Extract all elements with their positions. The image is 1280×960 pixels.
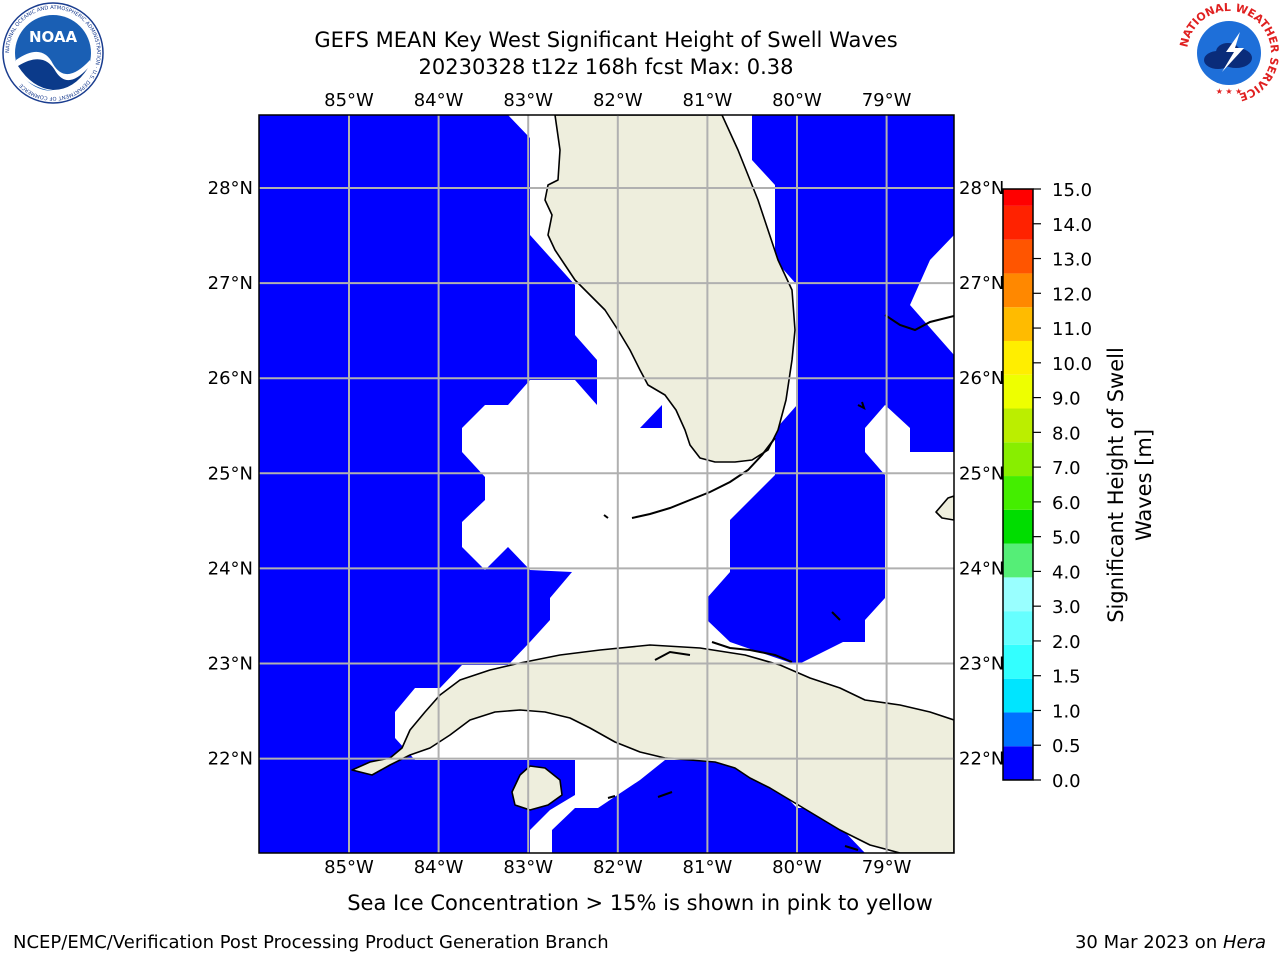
lat-label: 25°N — [208, 463, 253, 484]
colorbar-tick-label: 14.0 — [1052, 215, 1092, 236]
svg-text:★ ★ ★: ★ ★ ★ — [1216, 87, 1243, 96]
credit-machine: Hera — [1222, 932, 1266, 953]
lat-label: 28°N — [208, 178, 253, 199]
colorbar-segment — [1003, 509, 1033, 544]
colorbar-frame — [1002, 188, 1034, 781]
sea-ice-note: Sea Ice Concentration > 15% is shown in … — [347, 891, 933, 915]
lat-label: 23°N — [208, 654, 253, 675]
keys-and-islets — [603, 314, 954, 851]
colorbar-tick-label: 8.0 — [1052, 423, 1081, 444]
lat-label: 27°N — [959, 273, 1004, 294]
longitude-gridlines — [348, 115, 888, 853]
credit-date-text: 30 Mar 2023 on — [1074, 932, 1223, 953]
lon-label: 82°W — [593, 90, 643, 111]
lon-label: 79°W — [862, 90, 912, 111]
lon-label: 82°W — [593, 857, 643, 878]
lon-label: 80°W — [772, 857, 822, 878]
noaa-logo-text: NOAA — [29, 28, 78, 46]
land-masses — [351, 115, 954, 853]
lon-label: 81°W — [683, 90, 733, 111]
longitude-labels-top: 85°W 84°W 83°W 82°W 81°W 80°W 79°W — [324, 90, 912, 111]
map-frame — [258, 114, 955, 854]
credit-date: 30 Mar 2023 on Hera — [1075, 932, 1266, 953]
colorbar-segment — [1003, 712, 1033, 747]
colorbar-tick-label: 2.0 — [1052, 632, 1081, 653]
colorbar-ticks: 0.0 0.5 1.0 1.5 2.0 3.0 4.0 5.0 6.0 7.0 8.0 9.0 10.0… — [1033, 180, 1092, 792]
colorbar — [1003, 189, 1033, 780]
colorbar-segment — [1003, 611, 1033, 645]
lon-label: 79°W — [862, 857, 912, 878]
colorbar-tick-label: 12.0 — [1052, 284, 1092, 305]
colorbar-segment — [1003, 189, 1033, 206]
chart-title: GEFS MEAN Key West Significant Height of… — [314, 28, 898, 52]
colorbar-segment — [1003, 408, 1033, 443]
lon-label: 85°W — [324, 90, 374, 111]
colorbar-segment — [1003, 374, 1033, 409]
colorbar-segment — [1003, 678, 1033, 713]
colorbar-tick-label: 0.5 — [1052, 736, 1081, 757]
longitude-labels-bottom: 85°W 84°W 83°W 82°W 81°W 80°W 79°W — [324, 857, 912, 878]
lon-label: 84°W — [414, 857, 464, 878]
colorbar-tick-label: 6.0 — [1052, 493, 1081, 514]
nws-logo: NATIONAL WEATHER SERVICE ★ ★ ★ — [1178, 2, 1280, 104]
colorbar-segment — [1003, 644, 1033, 679]
latitude-labels-right: 28°N 27°N 26°N 25°N 24°N 23°N 22°N — [959, 178, 1004, 770]
lat-label: 27°N — [208, 273, 253, 294]
swell-field — [259, 115, 954, 853]
lon-label: 83°W — [503, 90, 553, 111]
colorbar-tick-label: 11.0 — [1052, 319, 1092, 340]
colorbar-segment — [1003, 273, 1033, 308]
lat-label: 23°N — [959, 654, 1004, 675]
colorbar-tick-label: 1.5 — [1052, 667, 1081, 688]
colorbar-tick-label: 13.0 — [1052, 250, 1092, 271]
colorbar-tick-label: 0.0 — [1052, 771, 1081, 792]
colorbar-segment — [1003, 442, 1033, 477]
latitude-labels-left: 28°N 27°N 26°N 25°N 24°N 23°N 22°N — [208, 178, 253, 770]
lon-label: 84°W — [414, 90, 464, 111]
lat-label: 22°N — [208, 749, 253, 770]
colorbar-tick-label: 5.0 — [1052, 528, 1081, 549]
colorbar-segment — [1003, 205, 1033, 240]
colorbar-tick-label: 15.0 — [1052, 180, 1092, 201]
lat-label: 26°N — [208, 368, 253, 389]
colorbar-tick-label: 9.0 — [1052, 389, 1081, 410]
colorbar-segment — [1003, 340, 1033, 375]
colorbar-tick-label: 10.0 — [1052, 354, 1092, 375]
noaa-logo: NOAA NATIONAL OCEANIC AND ATMOSPHERIC AD… — [2, 2, 104, 104]
lat-label: 24°N — [208, 558, 253, 579]
colorbar-tick-label: 3.0 — [1052, 597, 1081, 618]
colorbar-segment — [1003, 307, 1033, 341]
lon-label: 85°W — [324, 857, 374, 878]
lon-label: 83°W — [503, 857, 553, 878]
credit-branch: NCEP/EMC/Verification Post Processing Pr… — [13, 932, 609, 953]
latitude-gridlines — [259, 187, 954, 760]
colorbar-segment — [1003, 746, 1033, 780]
colorbar-label-line1: Significant Height of Swell — [1104, 347, 1128, 623]
colorbar-segment — [1003, 476, 1033, 510]
colorbar-tick-label: 7.0 — [1052, 458, 1081, 479]
chart-subtitle: 20230328 t12z 168h fcst Max: 0.38 — [418, 55, 794, 79]
lon-label: 80°W — [772, 90, 822, 111]
lat-label: 26°N — [959, 368, 1004, 389]
lat-label: 24°N — [959, 558, 1004, 579]
lat-label: 22°N — [959, 749, 1004, 770]
colorbar-tick-label: 1.0 — [1052, 701, 1081, 722]
lat-label: 28°N — [959, 178, 1004, 199]
colorbar-segment — [1003, 577, 1033, 612]
colorbar-label-line2: Waves [m] — [1132, 429, 1156, 541]
colorbar-segment — [1003, 239, 1033, 274]
lon-label: 81°W — [683, 857, 733, 878]
lat-label: 25°N — [959, 463, 1004, 484]
colorbar-tick-label: 4.0 — [1052, 562, 1081, 583]
colorbar-segment — [1003, 543, 1033, 578]
